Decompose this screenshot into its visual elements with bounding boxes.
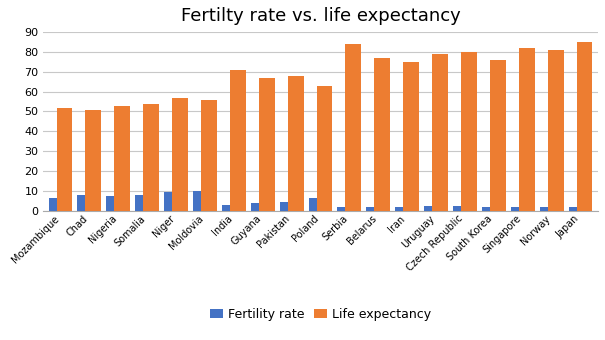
Bar [482,207,490,211]
Bar [56,107,73,211]
Title: Fertilty rate vs. life expectancy: Fertilty rate vs. life expectancy [181,7,460,25]
Bar [193,191,201,211]
Bar [367,207,374,211]
Bar [201,100,217,211]
Bar [403,62,419,211]
Bar [316,86,332,211]
Bar [374,58,390,211]
Bar [577,42,592,211]
Bar [172,98,188,211]
Bar [309,198,316,211]
Bar [432,54,448,211]
Bar [395,207,404,211]
Bar [453,206,461,211]
Bar [164,192,172,211]
Bar [114,105,130,211]
Legend: Fertility rate, Life expectancy: Fertility rate, Life expectancy [206,303,436,326]
Bar [222,205,230,211]
Bar [48,198,57,211]
Bar [424,206,432,211]
Bar [259,78,275,211]
Bar [143,104,159,211]
Bar [518,48,535,211]
Bar [280,202,288,211]
Bar [490,60,506,211]
Bar [251,203,259,211]
Bar [540,207,548,211]
Bar [287,76,304,211]
Bar [136,195,143,211]
Bar [230,70,246,211]
Bar [511,207,519,211]
Bar [338,207,345,211]
Bar [85,109,101,211]
Bar [106,196,114,211]
Bar [77,195,85,211]
Bar [345,44,361,211]
Bar [461,52,477,211]
Bar [569,207,577,211]
Bar [548,50,563,211]
